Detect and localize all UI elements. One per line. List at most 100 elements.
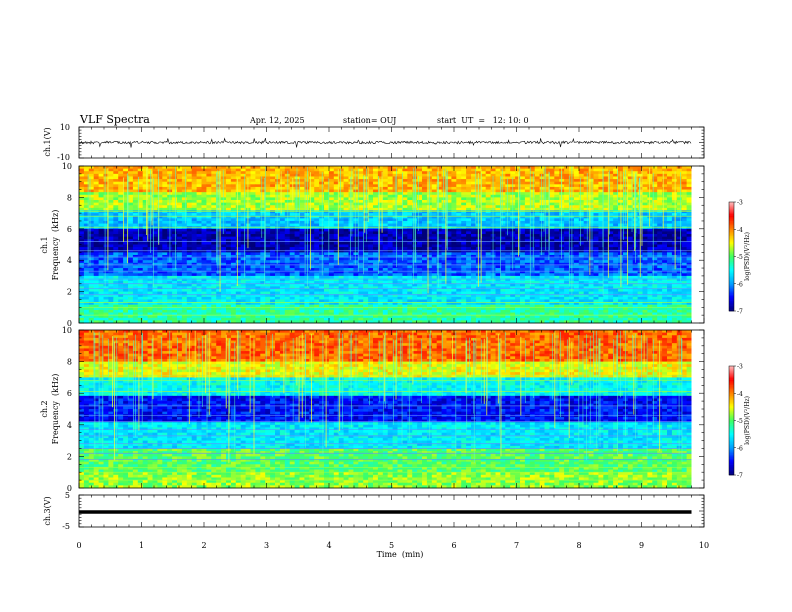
spectrogram-cell: [255, 186, 261, 190]
spectrogram-cell: [162, 194, 168, 198]
spectrogram-cell: [564, 241, 570, 245]
spectrogram-cell: [671, 244, 678, 248]
spectrogram-cell: [642, 231, 648, 235]
spectrogram-cell: [652, 244, 658, 248]
spectrogram-cell: [524, 241, 531, 245]
spectrogram-cell: [441, 254, 447, 258]
spectrogram-cell: [642, 205, 648, 209]
spectrogram-cell: [412, 166, 418, 170]
spectrogram-cell: [79, 181, 85, 185]
spectrogram-cell: [275, 241, 281, 245]
spectrogram-cell: [172, 220, 178, 224]
spectrogram-cell: [201, 257, 207, 261]
spectrogram-cell: [103, 210, 109, 214]
spectrogram-cell: [93, 171, 99, 175]
spectrogram-cell: [142, 231, 148, 235]
spectrogram-cell: [524, 265, 531, 269]
spectrogram-cell: [642, 234, 648, 238]
spectrogram-cell: [402, 179, 408, 183]
spectrogram-cell: [98, 254, 104, 258]
spectrogram-cell: [451, 228, 457, 232]
spectrogram-cell: [573, 197, 580, 201]
spectrogram-cell: [123, 192, 129, 196]
spectrogram-cell: [324, 262, 330, 266]
spectrogram-cell: [667, 241, 673, 245]
spectrogram-cell: [397, 218, 403, 222]
spectrogram-cell: [353, 173, 359, 177]
spectrogram-cell: [221, 189, 227, 193]
spectrogram-cell: [147, 184, 153, 188]
spectrogram-cell: [373, 192, 379, 196]
spectrogram-cell: [603, 257, 609, 261]
spectrogram-cell: [113, 231, 119, 235]
spectrogram-cell: [353, 213, 359, 217]
spectrogram-cell: [363, 205, 369, 209]
spectrogram-cell: [461, 184, 467, 188]
spectrogram-cell: [309, 220, 315, 224]
spectrogram-cell: [328, 171, 335, 175]
spectrogram-cell: [79, 186, 85, 190]
spectrogram-cell: [436, 244, 442, 248]
spectrogram-cell: [206, 215, 212, 219]
spectrogram-cell: [113, 171, 119, 175]
spectrogram-cell: [181, 210, 188, 214]
spectrogram-cell: [255, 220, 261, 224]
spectrogram-cell: [162, 218, 168, 222]
spectrogram-cell: [324, 192, 330, 196]
spectrogram-cell: [230, 171, 237, 175]
spectrogram-cell: [221, 166, 227, 170]
spectrogram-cell: [226, 236, 232, 240]
spectrogram-cell: [319, 226, 325, 230]
spectrogram-cell: [221, 171, 227, 175]
spectrogram-cell: [211, 252, 217, 256]
spectrogram-cell: [627, 260, 634, 264]
spectrogram-cell: [377, 254, 384, 258]
spectrogram-cell: [270, 210, 276, 214]
spectrogram-cell: [309, 262, 315, 266]
spectrogram-cell: [407, 247, 413, 251]
spectrogram-cell: [328, 200, 335, 204]
spectrogram-cell: [500, 192, 506, 196]
spectrogram-cell: [441, 262, 447, 266]
spectrogram-cell: [397, 226, 403, 230]
spectrogram-cell: [642, 207, 648, 211]
spectrogram-cell: [466, 186, 472, 190]
spectrogram-cell: [181, 223, 188, 227]
spectrogram-cell: [186, 202, 193, 206]
spectrogram-cell: [216, 166, 222, 170]
spectrogram-cell: [642, 236, 648, 240]
spectrogram-cell: [598, 166, 604, 170]
spectrogram-cell: [544, 218, 550, 222]
spectrogram-cell: [221, 228, 227, 232]
spectrogram-cell: [642, 249, 648, 253]
spectrogram-cell: [103, 244, 109, 248]
spectrogram-cell: [304, 254, 310, 258]
spectrogram-cell: [113, 176, 119, 180]
spectrogram-cell: [314, 234, 320, 238]
spectrogram-cell: [324, 241, 330, 245]
spectrogram-cell: [583, 220, 589, 224]
spectrogram-cell: [632, 166, 638, 170]
spectrogram-cell: [83, 218, 90, 222]
spectrogram-cell: [529, 210, 536, 214]
spectrogram-cell: [515, 166, 521, 170]
spectrogram-cell: [260, 202, 266, 206]
spectrogram-cell: [382, 265, 389, 269]
spectrogram-cell: [456, 249, 462, 253]
spectrogram-cell: [284, 202, 291, 206]
spectrogram-cell: [108, 262, 114, 266]
spectrogram-cell: [647, 239, 653, 243]
spectrogram-cell: [373, 218, 379, 222]
spectrogram-cell: [500, 231, 506, 235]
spectrogram-cell: [520, 257, 526, 261]
spectrogram-cell: [461, 239, 467, 243]
spectrogram-cell: [603, 234, 609, 238]
spectrogram-cell: [593, 241, 599, 245]
spectrogram-cell: [456, 247, 462, 251]
spectrogram-cell: [681, 194, 687, 198]
spectrogram-cell: [333, 241, 340, 245]
spectrogram-cell: [422, 192, 428, 196]
spectrogram-cell: [211, 189, 217, 193]
spectrogram-cell: [172, 244, 178, 248]
spectrogram-cell: [132, 262, 139, 266]
